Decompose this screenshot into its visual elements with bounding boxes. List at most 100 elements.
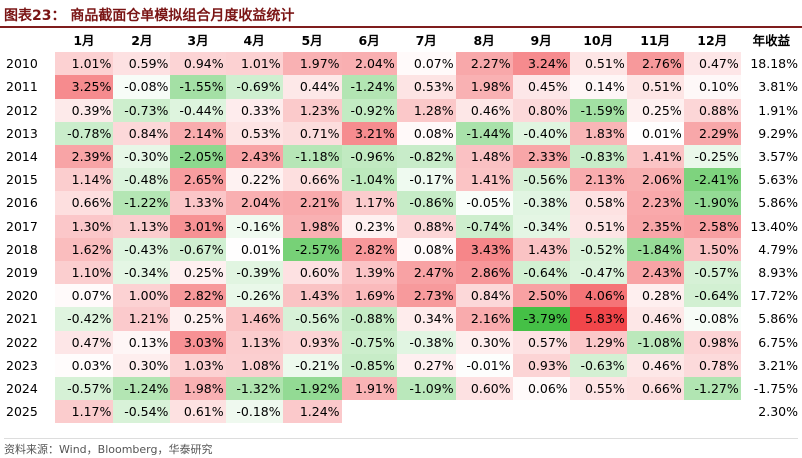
return-cell: 1.01%: [225, 52, 283, 76]
return-cell: 1.62%: [54, 237, 114, 262]
table-row: 2015 1.14% -0.48% 2.65% 0.22% 0.66% -1.04% -0.1…: [0, 168, 802, 192]
return-cell: 1.03%: [170, 353, 226, 378]
return-cell: 0.84%: [113, 121, 171, 146]
month-header: 3月: [187, 33, 209, 48]
return-cell: -1.92%: [282, 377, 342, 401]
return-cell: -0.56%: [282, 307, 342, 331]
annual-return-cell: 3.21%: [758, 357, 798, 373]
return-cell: -0.63%: [569, 353, 627, 378]
return-cell: 0.27%: [396, 353, 456, 378]
return-cell: 2.82%: [170, 284, 226, 308]
return-cell: -1.18%: [282, 145, 342, 169]
return-cell: [684, 400, 741, 423]
return-cell: 0.46%: [626, 353, 684, 378]
return-cell: 1.97%: [282, 52, 342, 76]
return-cell: 1.43%: [282, 284, 342, 308]
return-cell: 3.24%: [512, 52, 570, 76]
year-cell: 2011: [6, 79, 38, 95]
return-cell: -0.64%: [683, 284, 741, 308]
return-cell: 0.51%: [626, 75, 684, 99]
year-cell: 2025: [6, 404, 38, 420]
return-cell: 0.80%: [512, 98, 570, 122]
return-cell: 0.78%: [683, 353, 741, 378]
return-cell: 0.46%: [626, 307, 684, 331]
annual-return-cell: 9.29%: [758, 125, 798, 141]
return-cell: 0.25%: [626, 98, 684, 122]
return-cell: [342, 400, 397, 423]
return-cell: 2.33%: [512, 145, 570, 169]
return-cell: 0.51%: [569, 214, 627, 238]
return-cell: 0.34%: [396, 307, 456, 331]
year-cell: 2019: [6, 265, 38, 281]
return-cell: 1.83%: [569, 121, 627, 146]
return-cell: 2.39%: [54, 145, 114, 169]
source-note: 资料来源：Wind，Bloomberg，华泰研究: [4, 438, 798, 457]
return-cell: -1.04%: [341, 168, 397, 192]
table-body: 2010 1.01% 0.59% 0.94% 1.01% 1.97% 2.04% 0.07% 2…: [0, 52, 802, 424]
return-cell: -1.22%: [113, 191, 171, 215]
return-cell: 2.27%: [455, 52, 513, 76]
return-cell: 0.55%: [569, 377, 627, 401]
return-cell: 0.66%: [54, 191, 114, 215]
return-cell: 1.24%: [282, 400, 342, 424]
return-cell: -0.25%: [683, 145, 741, 169]
return-cell: 1.50%: [683, 237, 741, 262]
return-cell: -0.21%: [282, 353, 342, 378]
table-row: 2013 -0.78% 0.84% 2.14% 0.53% 0.71% 3.21% 0.08%…: [0, 121, 802, 146]
return-cell: 0.84%: [455, 284, 513, 308]
return-cell: -0.30%: [113, 145, 171, 169]
return-cell: -1.44%: [455, 121, 513, 146]
return-cell: 1.08%: [225, 353, 283, 378]
month-header: 2月: [131, 33, 153, 48]
return-cell: 0.28%: [626, 284, 684, 308]
return-cell: 1.43%: [512, 237, 570, 262]
return-cell: -1.32%: [225, 377, 283, 401]
return-cell: 2.82%: [341, 237, 397, 262]
annual-return-cell: 18.18%: [750, 56, 798, 72]
table-row: 2011 3.25% -0.08% -1.55% -0.69% 0.44% -1.24% 0.…: [0, 75, 802, 99]
year-cell: 2017: [6, 218, 38, 234]
return-cell: -0.78%: [54, 121, 114, 146]
return-cell: 2.13%: [569, 168, 627, 192]
return-cell: -0.85%: [341, 353, 397, 378]
return-cell: 1.21%: [113, 307, 171, 331]
table-row: 2018 1.62% -0.43% -0.67% 0.01% -2.57% 2.82% 0.0…: [0, 237, 802, 262]
return-cell: 2.76%: [626, 52, 684, 76]
return-cell: -0.73%: [113, 98, 171, 122]
return-cell: 2.04%: [341, 52, 397, 76]
return-cell: 2.04%: [225, 191, 283, 215]
return-cell: 0.88%: [683, 98, 741, 122]
return-cell: 0.66%: [282, 168, 342, 192]
return-cell: 0.07%: [396, 52, 456, 76]
annual-header: 年收益: [752, 33, 791, 48]
return-cell: -0.88%: [341, 307, 397, 331]
return-cell: -0.96%: [341, 145, 397, 169]
return-cell: -0.38%: [512, 191, 570, 215]
return-cell: 2.86%: [455, 261, 513, 285]
return-cell: 0.47%: [54, 330, 114, 354]
return-cell: 0.08%: [396, 121, 456, 146]
return-cell: 0.30%: [113, 353, 171, 378]
return-cell: 3.03%: [170, 330, 226, 354]
return-cell: -0.56%: [512, 168, 570, 192]
return-cell: 2.73%: [396, 284, 456, 308]
return-cell: -0.34%: [512, 214, 570, 238]
table-row: 2012 0.39% -0.73% -0.44% 0.33% 1.23% -0.92% 1.2…: [0, 98, 802, 122]
header-row: 1月 2月 3月 4月 5月 6月 7月 8月 9月 10月 11月 12月 年…: [0, 29, 802, 52]
return-cell: 0.94%: [170, 52, 226, 76]
return-cell: -0.08%: [113, 75, 171, 99]
return-cell: -1.27%: [683, 377, 741, 401]
return-cell: -0.01%: [455, 353, 513, 378]
return-cell: 0.03%: [54, 353, 114, 378]
return-cell: 2.06%: [626, 168, 684, 192]
return-cell: 1.46%: [225, 307, 283, 331]
annual-return-cell: 4.79%: [758, 241, 798, 257]
return-cell: 0.93%: [512, 353, 570, 378]
return-cell: 0.25%: [170, 261, 226, 285]
return-cell: -0.52%: [569, 237, 627, 262]
return-cell: 1.29%: [569, 330, 627, 354]
return-cell: -1.84%: [626, 237, 684, 262]
return-cell: 0.46%: [455, 98, 513, 122]
return-cell: -0.26%: [225, 284, 283, 308]
figure-title: 图表23： 商品截面仓单模拟组合月度收益统计: [4, 8, 295, 24]
